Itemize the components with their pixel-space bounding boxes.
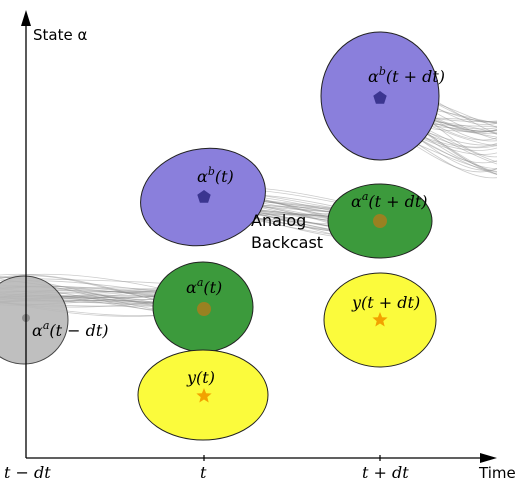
label-analog-t: αa(t) xyxy=(186,276,222,297)
analog-backcast-label-line-2: Backcast xyxy=(251,233,323,252)
analog-backcast-label-line-1: Analog xyxy=(251,211,306,230)
x-tick-label-t: t xyxy=(200,463,207,480)
marker-analog-t-plus-dt xyxy=(373,214,387,228)
label-background-t-plus-dt: αb(t + dt) xyxy=(368,65,445,86)
pentagon-marker-background-t-plus-dt xyxy=(373,91,387,104)
x-tick-label-t-minus-dt: t − dt xyxy=(4,463,51,480)
star-marker-observation-t xyxy=(196,388,212,403)
marker-analog-t xyxy=(197,302,211,316)
x-axis-label: Time xyxy=(478,464,516,480)
y-axis-label: State α xyxy=(33,26,87,44)
label-observation-t-plus-dt: y(t + dt) xyxy=(351,293,420,312)
label-observation-t: y(t) xyxy=(186,368,215,387)
ellipse-analog-t-minus-dt xyxy=(0,275,69,365)
x-tick-label-t-plus-dt: t + dt xyxy=(362,463,409,480)
y-axis-arrow-icon xyxy=(21,10,31,26)
label-background-t: αb(t) xyxy=(197,165,234,186)
star-marker-observation-t-plus-dt xyxy=(372,312,388,327)
x-axis-arrow-icon xyxy=(480,453,497,463)
label-analog-t-minus-dt: αa(t − dt) xyxy=(32,319,109,340)
pentagon-marker-background-t xyxy=(197,190,211,203)
label-analog-t-plus-dt: αa(t + dt) xyxy=(351,190,428,211)
